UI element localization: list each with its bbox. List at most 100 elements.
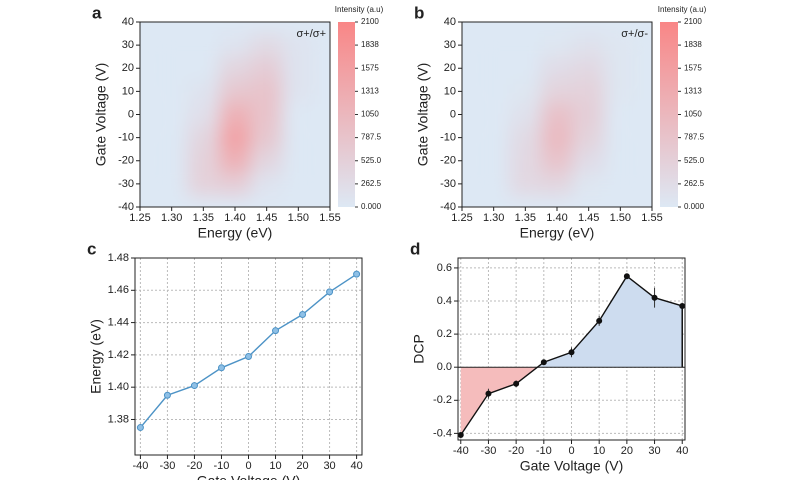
x-tick-label: -30 xyxy=(480,445,496,457)
heatmap-cell xyxy=(572,172,605,196)
heatmap-cell xyxy=(509,126,542,150)
colorbar-tick-label: 1838 xyxy=(361,40,379,49)
heatmap-cell xyxy=(282,56,315,80)
marker xyxy=(163,391,171,399)
heatmap-cell xyxy=(250,79,283,103)
y-tick-label: -40 xyxy=(118,201,134,213)
x-tick-label: 40 xyxy=(350,460,362,472)
heatmap-cell xyxy=(572,79,605,103)
y-tick-label: 10 xyxy=(122,85,134,97)
x-tick-label: 1.45 xyxy=(578,212,599,224)
marker xyxy=(568,349,575,356)
panel-label: d xyxy=(410,239,420,258)
heatmap-cell xyxy=(187,33,220,57)
x-tick-label: 1.30 xyxy=(161,212,182,224)
colorbar-tick-label: 0.000 xyxy=(684,202,705,211)
marker xyxy=(326,288,334,296)
y-tick-label: 0 xyxy=(128,108,134,120)
colorbar-tick-label: 1838 xyxy=(684,40,702,49)
x-axis-label: Gate Voltage (V) xyxy=(197,473,301,480)
panel-label: c xyxy=(87,239,96,258)
colorbar-label: Intensity (a.u) xyxy=(658,5,707,14)
y-tick-label: -0.2 xyxy=(433,394,452,406)
heatmap-cell xyxy=(187,172,220,196)
y-tick-label: -10 xyxy=(440,132,456,144)
y-tick-label: 1.48 xyxy=(108,252,129,264)
heatmap-cell xyxy=(572,126,605,150)
heatmap-cell xyxy=(477,102,510,127)
heatmap-cell xyxy=(219,172,251,196)
x-tick-label: 0 xyxy=(245,460,251,472)
y-tick-label: -0.4 xyxy=(433,427,452,439)
x-tick-label: 1.35 xyxy=(515,212,536,224)
x-axis-label: Energy (eV) xyxy=(198,225,273,241)
x-tick-label: 1.40 xyxy=(546,212,567,224)
y-tick-label: -30 xyxy=(440,178,456,190)
heatmap-cell xyxy=(250,172,283,196)
y-tick-label: 1.42 xyxy=(108,349,129,361)
x-tick-label: 1.25 xyxy=(129,212,150,224)
x-tick-label: -20 xyxy=(186,460,202,472)
colorbar-tick-label: 0.000 xyxy=(361,202,382,211)
colorbar-tick-label: 1050 xyxy=(361,110,379,119)
heatmap-cell xyxy=(541,126,573,150)
colorbar-tick-label: 525.0 xyxy=(684,156,705,165)
y-axis-label: Gate Voltage (V) xyxy=(415,63,431,167)
heatmap-cell xyxy=(155,126,188,150)
y-tick-label: 1.40 xyxy=(108,381,129,393)
marker xyxy=(596,317,603,324)
heatmap-cell xyxy=(477,79,510,103)
y-tick-label: -40 xyxy=(440,201,456,213)
y-axis-label: DCP xyxy=(411,334,427,364)
heatmap-cell xyxy=(155,102,188,127)
x-tick-label: 1.35 xyxy=(193,212,214,224)
x-tick-label: 10 xyxy=(593,445,605,457)
y-tick-label: 0.2 xyxy=(437,328,452,340)
y-tick-label: -20 xyxy=(118,155,134,167)
heatmap-cell xyxy=(572,56,605,80)
x-tick-label: 20 xyxy=(621,445,633,457)
y-tick-label: 0 xyxy=(450,108,456,120)
colorbar-tick-label: 787.5 xyxy=(361,133,382,142)
colorbar-tick-label: 1575 xyxy=(684,63,702,72)
marker xyxy=(190,382,198,390)
y-tick-label: 0.0 xyxy=(437,361,452,373)
heatmap-cell xyxy=(509,79,542,103)
x-tick-label: -40 xyxy=(132,460,148,472)
heatmap-cell xyxy=(541,79,573,103)
heatmap xyxy=(155,33,315,196)
heatmap-cell xyxy=(541,33,573,57)
x-tick-label: 1.25 xyxy=(451,212,472,224)
marker xyxy=(353,270,361,278)
heatmap-cell xyxy=(509,56,542,80)
heatmap-cell xyxy=(509,149,542,173)
y-tick-label: 40 xyxy=(444,16,456,28)
heatmap-clip xyxy=(155,33,315,196)
y-tick-label: 20 xyxy=(444,62,456,74)
heatmap-clip xyxy=(477,33,637,196)
colorbar-tick-label: 787.5 xyxy=(684,133,705,142)
colorbar xyxy=(338,22,355,207)
heatmap-cell xyxy=(219,33,251,57)
heatmap-cell xyxy=(509,102,542,127)
marker xyxy=(457,432,464,439)
heatmap-cell xyxy=(187,149,220,173)
heatmap-cell xyxy=(219,79,251,103)
heatmap-cell xyxy=(187,56,220,80)
heatmap-cell xyxy=(155,149,188,173)
annotation: σ+/σ- xyxy=(621,28,648,40)
x-axis-label: Gate Voltage (V) xyxy=(520,458,624,474)
heatmap-cell xyxy=(250,149,283,173)
heatmap-cell xyxy=(604,79,637,103)
heatmap-cell xyxy=(282,33,315,57)
heatmap-cell xyxy=(250,126,283,150)
colorbar-tick-label: 1575 xyxy=(361,63,379,72)
x-tick-label: 30 xyxy=(323,460,335,472)
heatmap-cell xyxy=(282,102,315,127)
x-tick-label: -30 xyxy=(159,460,175,472)
marker xyxy=(217,364,225,372)
y-tick-label: 0.6 xyxy=(437,262,452,274)
heatmap-cell xyxy=(541,56,573,80)
heatmap-cell xyxy=(282,149,315,173)
y-tick-label: 30 xyxy=(122,39,134,51)
